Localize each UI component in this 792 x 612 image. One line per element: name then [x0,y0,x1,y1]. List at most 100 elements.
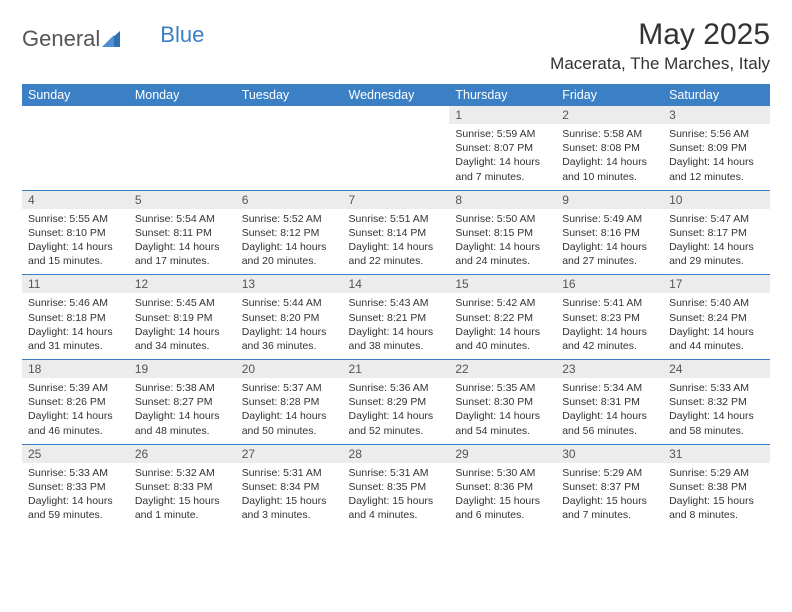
day-info: Sunrise: 5:31 AMSunset: 8:35 PMDaylight:… [343,463,450,529]
day-info: Sunrise: 5:33 AMSunset: 8:32 PMDaylight:… [663,378,770,444]
location: Macerata, The Marches, Italy [550,54,770,74]
day-number: 2 [556,106,663,124]
day-number: 16 [556,275,663,293]
day-number: 11 [22,275,129,293]
empty-cell [129,106,236,191]
calendar-week-row: 18Sunrise: 5:39 AMSunset: 8:26 PMDayligh… [22,360,770,445]
day-info: Sunrise: 5:55 AMSunset: 8:10 PMDaylight:… [22,209,129,275]
day-cell: 31Sunrise: 5:29 AMSunset: 8:38 PMDayligh… [663,445,770,529]
day-number: 10 [663,191,770,209]
day-info: Sunrise: 5:49 AMSunset: 8:16 PMDaylight:… [556,209,663,275]
day-info: Sunrise: 5:51 AMSunset: 8:14 PMDaylight:… [343,209,450,275]
day-number: 3 [663,106,770,124]
day-info: Sunrise: 5:31 AMSunset: 8:34 PMDaylight:… [236,463,343,529]
calendar-body: 1Sunrise: 5:59 AMSunset: 8:07 PMDaylight… [22,106,770,528]
day-number: 30 [556,445,663,463]
day-number: 19 [129,360,236,378]
day-cell: 18Sunrise: 5:39 AMSunset: 8:26 PMDayligh… [22,360,129,445]
day-number: 25 [22,445,129,463]
day-number: 21 [343,360,450,378]
header: General Blue May 2025 Macerata, The Marc… [22,18,770,74]
day-cell: 6Sunrise: 5:52 AMSunset: 8:12 PMDaylight… [236,191,343,276]
day-number: 12 [129,275,236,293]
day-number: 23 [556,360,663,378]
brand-part2: Blue [160,22,204,48]
day-number: 8 [449,191,556,209]
day-number: 15 [449,275,556,293]
day-number: 22 [449,360,556,378]
empty-cell [22,106,129,191]
day-number: 26 [129,445,236,463]
day-cell: 7Sunrise: 5:51 AMSunset: 8:14 PMDaylight… [343,191,450,276]
logo-sail-icon [102,31,124,49]
day-cell: 24Sunrise: 5:33 AMSunset: 8:32 PMDayligh… [663,360,770,445]
brand-logo: General Blue [22,26,204,52]
day-number: 18 [22,360,129,378]
day-cell: 19Sunrise: 5:38 AMSunset: 8:27 PMDayligh… [129,360,236,445]
day-cell: 30Sunrise: 5:29 AMSunset: 8:37 PMDayligh… [556,445,663,529]
day-header: Saturday [663,84,770,106]
day-info: Sunrise: 5:36 AMSunset: 8:29 PMDaylight:… [343,378,450,444]
day-number: 7 [343,191,450,209]
empty-cell [236,106,343,191]
day-info: Sunrise: 5:32 AMSunset: 8:33 PMDaylight:… [129,463,236,529]
day-cell: 14Sunrise: 5:43 AMSunset: 8:21 PMDayligh… [343,275,450,360]
day-number: 5 [129,191,236,209]
day-cell: 23Sunrise: 5:34 AMSunset: 8:31 PMDayligh… [556,360,663,445]
day-info: Sunrise: 5:47 AMSunset: 8:17 PMDaylight:… [663,209,770,275]
day-info: Sunrise: 5:43 AMSunset: 8:21 PMDaylight:… [343,293,450,359]
day-info: Sunrise: 5:29 AMSunset: 8:38 PMDaylight:… [663,463,770,529]
day-info: Sunrise: 5:44 AMSunset: 8:20 PMDaylight:… [236,293,343,359]
day-info: Sunrise: 5:52 AMSunset: 8:12 PMDaylight:… [236,209,343,275]
day-info: Sunrise: 5:39 AMSunset: 8:26 PMDaylight:… [22,378,129,444]
day-info: Sunrise: 5:59 AMSunset: 8:07 PMDaylight:… [449,124,556,190]
day-info: Sunrise: 5:40 AMSunset: 8:24 PMDaylight:… [663,293,770,359]
day-cell: 12Sunrise: 5:45 AMSunset: 8:19 PMDayligh… [129,275,236,360]
day-number: 28 [343,445,450,463]
day-cell: 22Sunrise: 5:35 AMSunset: 8:30 PMDayligh… [449,360,556,445]
title-block: May 2025 Macerata, The Marches, Italy [550,18,770,74]
day-info: Sunrise: 5:54 AMSunset: 8:11 PMDaylight:… [129,209,236,275]
day-info: Sunrise: 5:56 AMSunset: 8:09 PMDaylight:… [663,124,770,190]
calendar-week-row: 11Sunrise: 5:46 AMSunset: 8:18 PMDayligh… [22,275,770,360]
day-cell: 11Sunrise: 5:46 AMSunset: 8:18 PMDayligh… [22,275,129,360]
day-header: Sunday [22,84,129,106]
day-cell: 4Sunrise: 5:55 AMSunset: 8:10 PMDaylight… [22,191,129,276]
day-cell: 5Sunrise: 5:54 AMSunset: 8:11 PMDaylight… [129,191,236,276]
day-number: 20 [236,360,343,378]
day-info: Sunrise: 5:34 AMSunset: 8:31 PMDaylight:… [556,378,663,444]
day-info: Sunrise: 5:58 AMSunset: 8:08 PMDaylight:… [556,124,663,190]
day-cell: 3Sunrise: 5:56 AMSunset: 8:09 PMDaylight… [663,106,770,191]
calendar-table: SundayMondayTuesdayWednesdayThursdayFrid… [22,84,770,528]
day-cell: 8Sunrise: 5:50 AMSunset: 8:15 PMDaylight… [449,191,556,276]
day-info: Sunrise: 5:35 AMSunset: 8:30 PMDaylight:… [449,378,556,444]
day-header: Wednesday [343,84,450,106]
day-number: 4 [22,191,129,209]
day-cell: 15Sunrise: 5:42 AMSunset: 8:22 PMDayligh… [449,275,556,360]
day-cell: 17Sunrise: 5:40 AMSunset: 8:24 PMDayligh… [663,275,770,360]
day-cell: 9Sunrise: 5:49 AMSunset: 8:16 PMDaylight… [556,191,663,276]
day-cell: 16Sunrise: 5:41 AMSunset: 8:23 PMDayligh… [556,275,663,360]
calendar-week-row: 25Sunrise: 5:33 AMSunset: 8:33 PMDayligh… [22,445,770,529]
day-number: 1 [449,106,556,124]
day-cell: 27Sunrise: 5:31 AMSunset: 8:34 PMDayligh… [236,445,343,529]
day-info: Sunrise: 5:42 AMSunset: 8:22 PMDaylight:… [449,293,556,359]
day-info: Sunrise: 5:50 AMSunset: 8:15 PMDaylight:… [449,209,556,275]
day-cell: 28Sunrise: 5:31 AMSunset: 8:35 PMDayligh… [343,445,450,529]
empty-cell [343,106,450,191]
day-header: Monday [129,84,236,106]
day-cell: 2Sunrise: 5:58 AMSunset: 8:08 PMDaylight… [556,106,663,191]
day-number: 14 [343,275,450,293]
day-info: Sunrise: 5:37 AMSunset: 8:28 PMDaylight:… [236,378,343,444]
day-number: 6 [236,191,343,209]
day-number: 29 [449,445,556,463]
day-info: Sunrise: 5:41 AMSunset: 8:23 PMDaylight:… [556,293,663,359]
day-cell: 29Sunrise: 5:30 AMSunset: 8:36 PMDayligh… [449,445,556,529]
month-title: May 2025 [550,18,770,52]
day-number: 31 [663,445,770,463]
brand-part1: General [22,26,100,52]
day-number: 13 [236,275,343,293]
day-info: Sunrise: 5:46 AMSunset: 8:18 PMDaylight:… [22,293,129,359]
day-info: Sunrise: 5:33 AMSunset: 8:33 PMDaylight:… [22,463,129,529]
calendar-header-row: SundayMondayTuesdayWednesdayThursdayFrid… [22,84,770,106]
